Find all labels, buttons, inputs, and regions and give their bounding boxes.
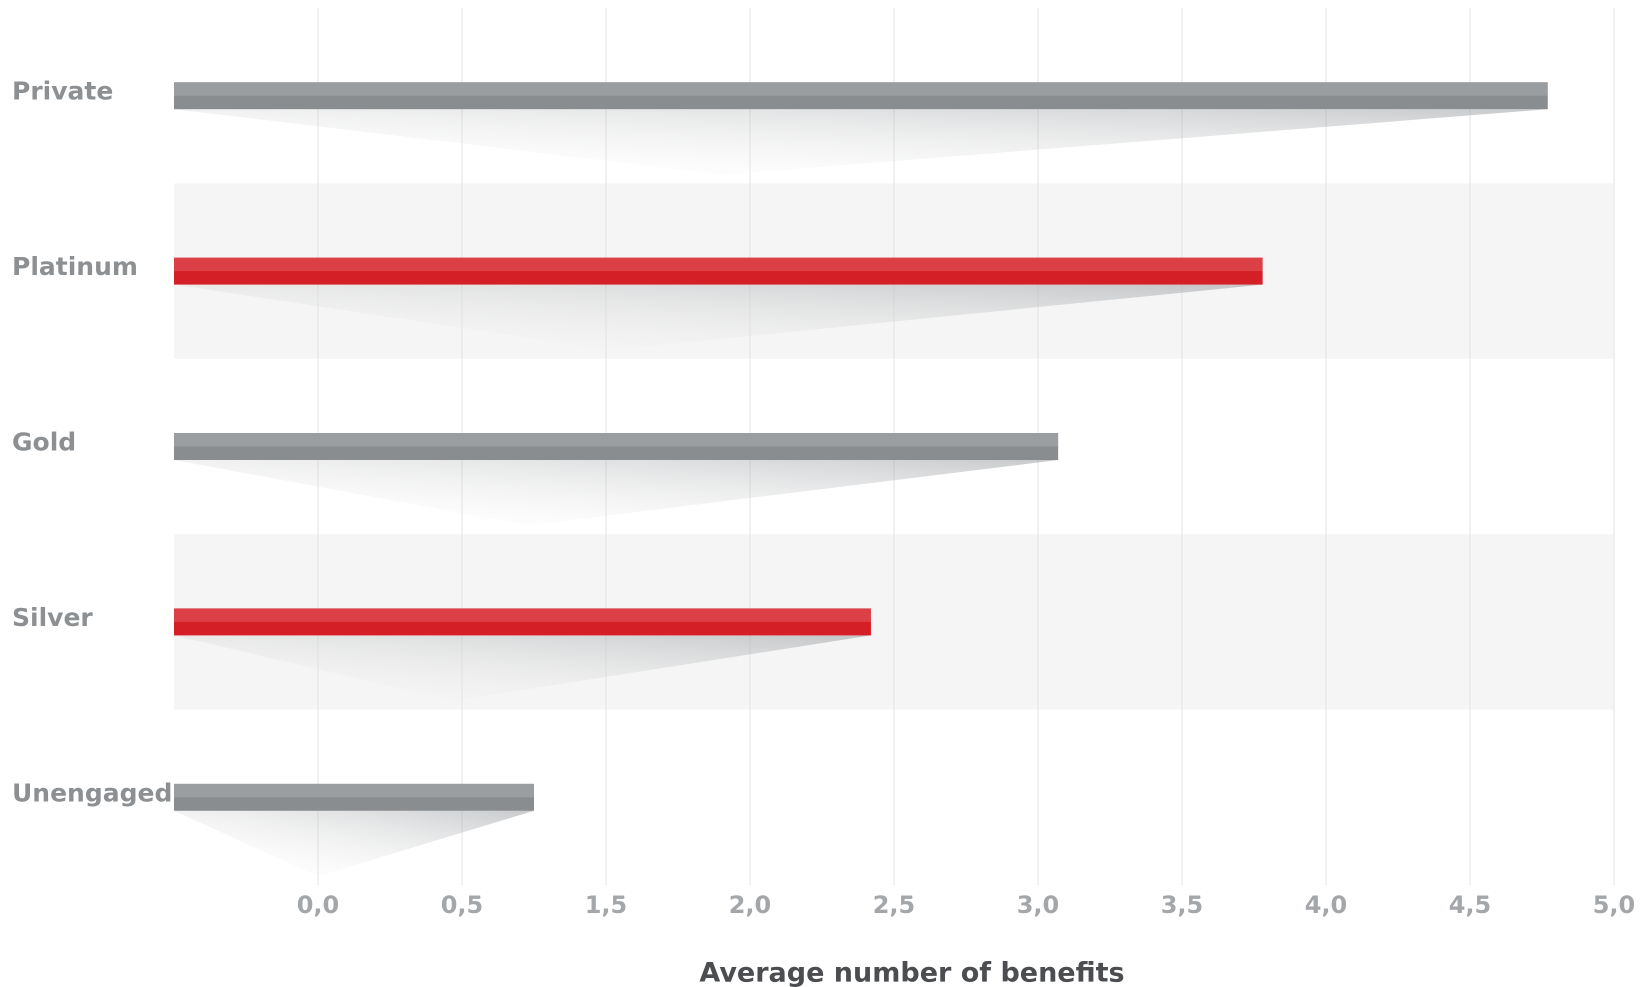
x-tick-label: 1,5 [585, 891, 628, 919]
bar-highlight [174, 82, 1548, 96]
x-tick-label: 5,0 [1593, 891, 1636, 919]
bar-shadow [174, 635, 871, 701]
bar [174, 433, 1059, 460]
x-tick-label: 0,5 [441, 891, 484, 919]
bar [174, 783, 534, 811]
bar-highlight [174, 257, 1263, 272]
x-tick-label: 4,0 [1305, 891, 1348, 919]
category-label: Unengaged [12, 778, 172, 807]
bar-shadow [174, 810, 534, 877]
x-tick-label: 2,0 [729, 891, 772, 919]
x-axis-label: Average number of benefits [699, 958, 1124, 987]
category-label: Platinum [12, 252, 138, 281]
bar-shadow [174, 460, 1059, 526]
bar [174, 82, 1548, 110]
category-label: Silver [12, 603, 93, 632]
x-tick-label: 2,5 [873, 891, 916, 919]
bar-shadow [174, 109, 1548, 175]
x-tick-label: 0,0 [297, 891, 340, 919]
x-tick-label: 3,0 [1017, 891, 1060, 919]
category-label: Gold [12, 428, 76, 457]
bar-highlight [174, 608, 871, 622]
bar [174, 257, 1263, 285]
x-tick-label: 3,5 [1161, 891, 1204, 919]
bar-highlight [174, 433, 1059, 447]
x-tick-label: 4,5 [1449, 891, 1492, 919]
bar-highlight [174, 783, 534, 798]
category-label: Private [12, 77, 113, 106]
bar [174, 608, 871, 636]
bar-shadow [174, 284, 1263, 351]
